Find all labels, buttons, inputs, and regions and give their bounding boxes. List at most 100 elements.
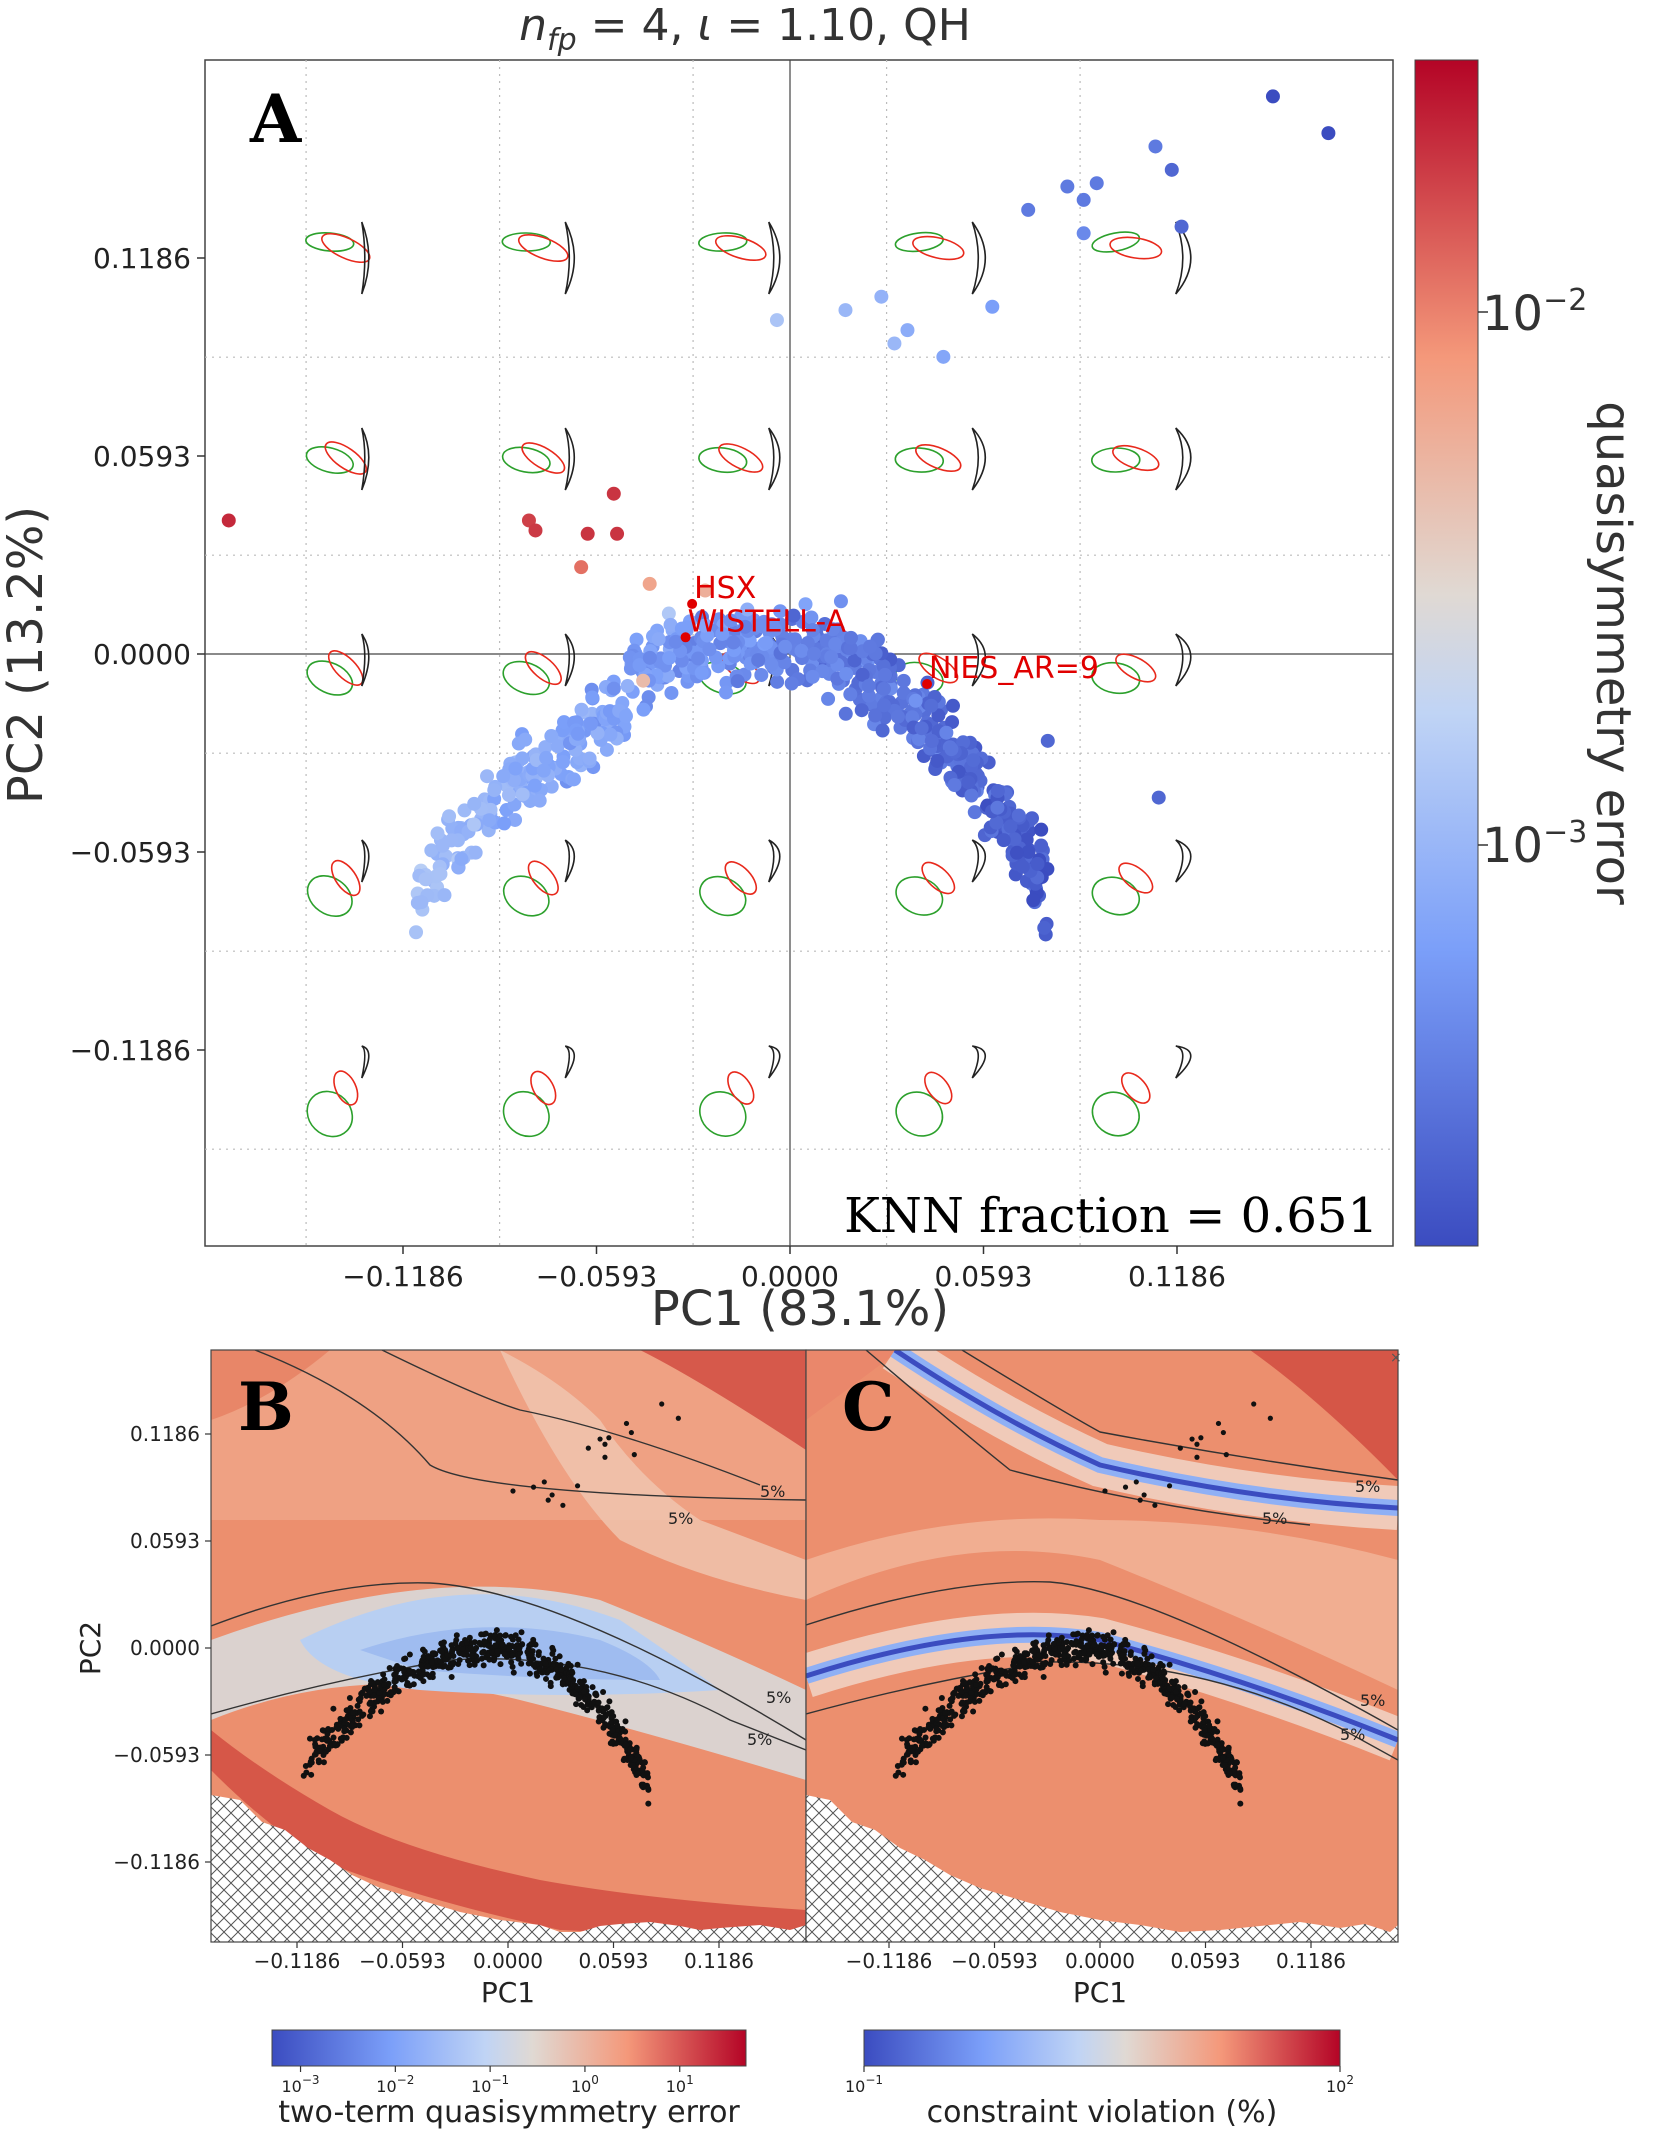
dot — [1012, 1678, 1019, 1685]
dot — [961, 1679, 968, 1686]
dot — [1100, 1659, 1107, 1666]
scatter-point — [1076, 226, 1091, 241]
dot — [493, 1627, 500, 1634]
scatter-point — [824, 650, 839, 665]
dot — [640, 1781, 647, 1788]
dot — [1215, 1741, 1222, 1748]
dot — [1237, 1785, 1244, 1792]
dot — [1181, 1684, 1188, 1691]
dot — [1223, 1452, 1229, 1458]
dot — [357, 1694, 364, 1701]
scatter-point — [828, 637, 843, 652]
scatter-point — [697, 618, 712, 633]
dot — [381, 1681, 388, 1688]
dot — [1237, 1800, 1244, 1807]
dot — [602, 1441, 608, 1447]
dot — [986, 1687, 993, 1694]
dot — [492, 1642, 499, 1649]
dot — [518, 1629, 525, 1636]
scatter-point — [1151, 790, 1166, 805]
panel-b-dots — [300, 1401, 681, 1807]
panel-b-xtick-label: 0.0000 — [473, 1949, 543, 1973]
dot — [1211, 1726, 1218, 1733]
scatter-point — [1174, 219, 1189, 234]
dot — [1192, 1689, 1199, 1696]
dot — [369, 1706, 376, 1713]
dot — [1011, 1671, 1018, 1678]
panel-c-xlabel: PC1 — [1073, 1976, 1127, 2009]
scatter-point — [794, 643, 809, 658]
dot — [582, 1696, 589, 1703]
scatter-point — [874, 289, 889, 304]
cross-section-glyph — [305, 427, 370, 491]
dot — [1072, 1662, 1079, 1669]
dot — [1041, 1661, 1048, 1668]
scatter-point — [435, 838, 450, 853]
dot — [1078, 1656, 1085, 1663]
scatter-point — [990, 800, 1005, 815]
dot — [379, 1698, 386, 1705]
scatter-point — [418, 872, 433, 887]
dot — [337, 1735, 344, 1742]
colorbar-tick-label: 10−1 — [471, 2073, 509, 2096]
panel-b-ylabel: PC2 — [74, 1621, 107, 1675]
dot — [354, 1702, 361, 1709]
dot — [620, 1757, 627, 1764]
panel-b-ytick-label: −0.0593 — [113, 1743, 200, 1767]
dot — [1153, 1675, 1160, 1682]
dot — [341, 1720, 348, 1727]
dot — [958, 1713, 965, 1720]
dot — [1089, 1632, 1096, 1639]
dot — [622, 1736, 629, 1743]
dot — [1102, 1488, 1108, 1494]
scatter-point — [414, 895, 429, 910]
dot — [1174, 1696, 1181, 1703]
dot — [398, 1676, 405, 1683]
dot — [1192, 1714, 1199, 1721]
dot — [466, 1634, 473, 1641]
dot — [392, 1678, 399, 1685]
scatter-point — [454, 851, 469, 866]
dot — [425, 1653, 432, 1660]
dot — [1012, 1646, 1019, 1653]
scatter-point — [642, 576, 657, 591]
dot — [573, 1701, 580, 1708]
panel-a-ytick-label: 0.1186 — [93, 242, 191, 275]
dot — [1058, 1634, 1065, 1641]
dot — [1159, 1675, 1166, 1682]
dot — [1233, 1759, 1240, 1766]
scatter-point — [887, 336, 902, 351]
scatter-point — [798, 597, 813, 612]
dot — [1110, 1629, 1117, 1636]
dot — [908, 1748, 915, 1755]
scatter-point — [939, 725, 954, 740]
cross-section-glyph — [894, 221, 987, 295]
scatter-point — [507, 773, 522, 788]
dot — [1166, 1661, 1173, 1668]
dot — [371, 1686, 378, 1693]
panel-b-ytick-label: −0.1186 — [113, 1850, 200, 1874]
scatter-point — [1009, 845, 1024, 860]
dot — [545, 1497, 551, 1503]
scatter-point — [582, 751, 597, 766]
scatter-point — [674, 621, 689, 636]
panel-a-xtick-label: 0.0000 — [741, 1260, 839, 1293]
scatter-point — [778, 639, 793, 654]
dot — [971, 1698, 978, 1705]
dot — [609, 1738, 616, 1745]
dot — [1102, 1669, 1109, 1676]
scatter-point — [466, 817, 481, 832]
dot — [344, 1707, 351, 1714]
dot — [600, 1689, 607, 1696]
scatter-point — [876, 681, 891, 696]
dot — [997, 1681, 1004, 1688]
scatter-point — [843, 687, 858, 702]
scatter-point — [409, 925, 424, 940]
colorbar-b-ticks: 10−3 10−2 10−1 100 101 — [282, 2066, 694, 2096]
scatter-point — [773, 604, 788, 619]
scatter-point — [1021, 202, 1036, 217]
scatter-point — [702, 642, 717, 657]
scatter-point — [694, 665, 709, 680]
dot — [454, 1645, 461, 1652]
scatter-point — [890, 709, 905, 724]
